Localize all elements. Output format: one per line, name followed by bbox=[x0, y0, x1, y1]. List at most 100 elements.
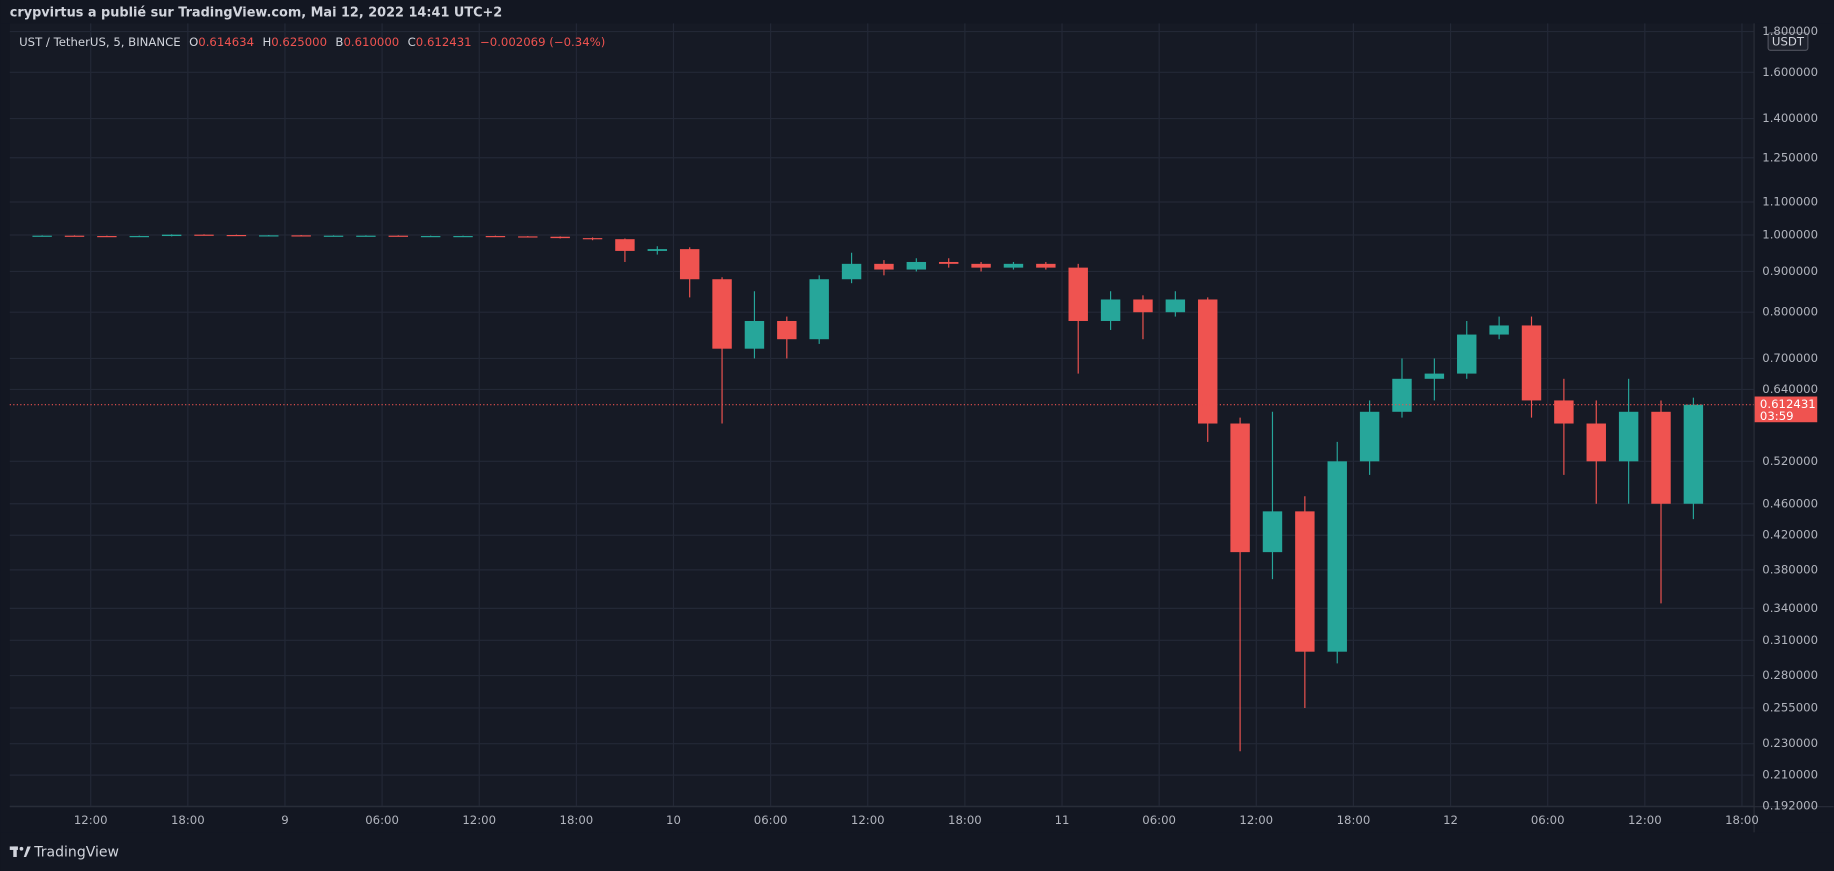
candle-body bbox=[1133, 299, 1153, 313]
candle-body bbox=[874, 263, 894, 270]
legend-label: O bbox=[189, 35, 198, 49]
legend-value: 0.625000 bbox=[271, 35, 327, 49]
y-tick-label: 0.230000 bbox=[1762, 736, 1818, 750]
countdown: 03:59 bbox=[1760, 409, 1794, 423]
legend-change: −0.002069 (−0.34%) bbox=[480, 35, 605, 49]
candle-body bbox=[938, 261, 959, 264]
header-bar bbox=[0, 0, 1834, 24]
candle-body bbox=[647, 249, 668, 251]
footer-brand: TradingView bbox=[33, 844, 119, 860]
legend-symbol: UST / TetherUS, 5, BINANCE bbox=[19, 35, 181, 49]
currency: USDT bbox=[1772, 35, 1805, 49]
candle-body bbox=[1586, 423, 1606, 462]
y-tick-label: 0.800000 bbox=[1762, 305, 1818, 319]
candle-body bbox=[1424, 373, 1445, 379]
y-tick-label: 0.700000 bbox=[1762, 351, 1818, 365]
x-tick-label: 18:00 bbox=[1725, 813, 1759, 827]
candle-body bbox=[485, 236, 506, 238]
y-tick-label: 0.280000 bbox=[1762, 668, 1818, 682]
candle-body bbox=[1554, 400, 1574, 424]
candle-body bbox=[420, 236, 441, 238]
last-price-label: 0.612431 bbox=[1760, 397, 1816, 411]
candles bbox=[32, 234, 1704, 752]
candle-body bbox=[971, 263, 991, 268]
candle-body bbox=[582, 238, 603, 240]
candle-body bbox=[712, 279, 732, 349]
candle-body bbox=[1521, 325, 1542, 401]
candle-body bbox=[1618, 411, 1639, 462]
y-tick-label: 0.420000 bbox=[1762, 528, 1818, 542]
legend-label: H bbox=[262, 35, 271, 49]
candle-body bbox=[97, 236, 117, 238]
x-tick-label: 06:00 bbox=[754, 813, 788, 827]
candle-body bbox=[1036, 263, 1056, 268]
candle-body bbox=[841, 263, 862, 280]
candle-body bbox=[291, 235, 311, 237]
y-tick-label: 0.460000 bbox=[1762, 496, 1818, 510]
candle-body bbox=[679, 249, 700, 280]
candle-body bbox=[1457, 334, 1477, 374]
y-tick-label: 1.800000 bbox=[1762, 24, 1818, 38]
candle-body bbox=[453, 236, 473, 238]
y-tick-label: 0.900000 bbox=[1762, 264, 1818, 278]
y-tick-label: 0.340000 bbox=[1762, 601, 1818, 615]
candle-body bbox=[64, 235, 85, 237]
candle-body bbox=[1683, 404, 1704, 504]
candle-body bbox=[194, 234, 214, 236]
candle-body bbox=[129, 236, 149, 238]
candle-body bbox=[1489, 325, 1509, 335]
y-tick-label: 1.250000 bbox=[1762, 150, 1818, 164]
x-tick-label: 12:00 bbox=[1239, 813, 1273, 827]
candle-body bbox=[356, 235, 376, 237]
candle-body bbox=[1165, 299, 1186, 313]
x-tick-label: 10 bbox=[666, 813, 681, 827]
legend-value: 0.612431 bbox=[416, 35, 472, 49]
candle-body bbox=[1230, 423, 1250, 553]
x-tick-label: 06:00 bbox=[1142, 813, 1176, 827]
candle-body bbox=[518, 236, 538, 238]
x-tick-label: 18:00 bbox=[1337, 813, 1371, 827]
candle-body bbox=[744, 320, 765, 349]
x-tick-label: 18:00 bbox=[560, 813, 594, 827]
y-tick-label: 1.600000 bbox=[1762, 65, 1818, 79]
candle-body bbox=[1100, 299, 1121, 321]
candle-body bbox=[809, 279, 829, 340]
y-tick-label: 0.640000 bbox=[1762, 382, 1818, 396]
candle-body bbox=[32, 235, 52, 237]
y-tick-label: 0.192000 bbox=[1762, 799, 1818, 813]
candle-body bbox=[1295, 511, 1315, 652]
x-tick-label: 06:00 bbox=[365, 813, 399, 827]
y-tick-label: 1.400000 bbox=[1762, 111, 1818, 125]
candle-body bbox=[1359, 411, 1380, 462]
plot-area bbox=[9, 23, 1755, 807]
candle-body bbox=[226, 234, 247, 237]
candle-body bbox=[1651, 411, 1671, 504]
x-tick-label: 06:00 bbox=[1531, 813, 1565, 827]
x-tick-label: 12:00 bbox=[74, 813, 108, 827]
candle-body bbox=[550, 236, 570, 239]
legend-label: B bbox=[335, 35, 343, 49]
legend-value: 0.610000 bbox=[343, 35, 399, 49]
candle-body bbox=[1262, 511, 1283, 553]
legend-value: 0.614634 bbox=[198, 35, 254, 49]
x-tick-label: 12:00 bbox=[462, 813, 496, 827]
candle-body bbox=[259, 235, 279, 237]
y-tick-label: 0.210000 bbox=[1762, 768, 1818, 782]
candle-body bbox=[323, 235, 344, 237]
candle-body bbox=[1003, 263, 1024, 268]
currency-badge bbox=[1767, 32, 1809, 51]
y-tick-label: 0.255000 bbox=[1762, 700, 1818, 714]
y-tick-label: 0.380000 bbox=[1762, 562, 1818, 576]
footer bbox=[0, 832, 1834, 871]
y-tick-label: 0.310000 bbox=[1762, 633, 1818, 647]
header-title: crypvirtus a publié sur TradingView.com,… bbox=[10, 5, 503, 20]
candle-body bbox=[388, 235, 409, 237]
candle-body bbox=[1327, 461, 1347, 652]
legend: UST / TetherUS, 5, BINANCE O0.614634 H0.… bbox=[19, 35, 605, 49]
candle-body bbox=[777, 320, 797, 340]
candle-body bbox=[1068, 267, 1088, 321]
x-tick-label: 12 bbox=[1443, 813, 1458, 827]
